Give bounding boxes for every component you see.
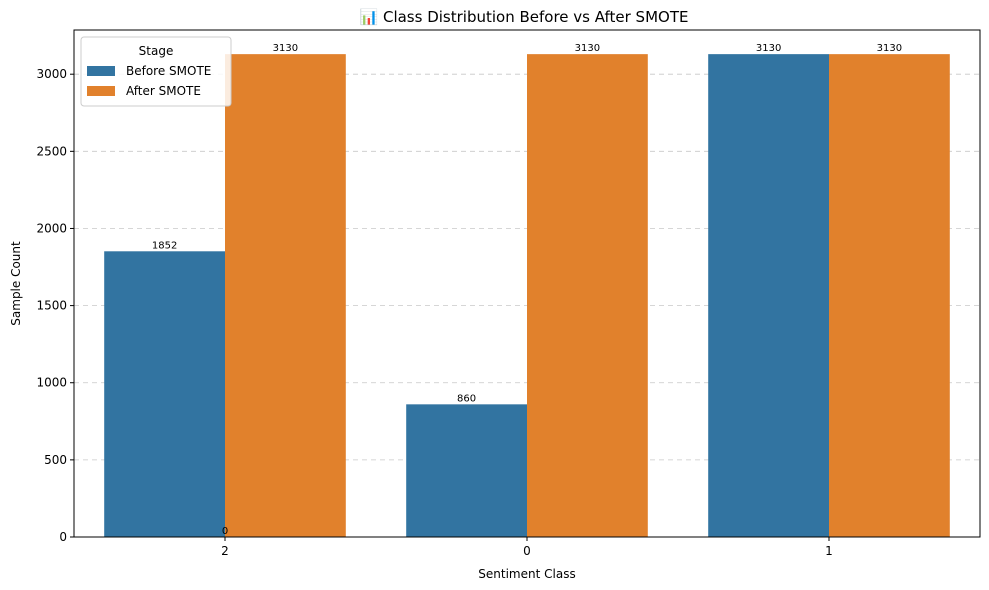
chart-title: 📊 Class Distribution Before vs After SMO… [360,8,689,26]
legend: Stage Before SMOTE After SMOTE [80,36,232,107]
bar-labels: 1852 3130 860 3130 3130 3130 0 [152,43,902,537]
bar-before-smote [406,404,527,537]
x-tick-label: 0 [523,544,531,558]
y-tick-label: 500 [44,453,67,467]
bar-value-label: 3130 [273,43,298,54]
y-tick-label: 2000 [36,221,67,235]
legend-items: Before SMOTE After SMOTE [87,64,211,98]
legend-swatch [87,86,115,96]
y-axis-label: Sample Count [9,241,23,326]
zero-value-label: 0 [222,526,228,537]
legend-entry-label: After SMOTE [126,84,201,98]
bar-value-label: 860 [457,393,476,404]
y-tick-label: 1000 [36,376,67,390]
x-axis: 2 0 1 [221,537,833,558]
bar-before-smote [708,54,829,538]
bar-before-smote [104,251,225,537]
legend-swatch [87,66,115,76]
bar-after-smote [527,54,648,538]
bar-value-label: 1852 [152,240,177,251]
y-tick-label: 1500 [36,299,67,313]
bars [104,54,950,538]
bar-after-smote [225,54,346,538]
bar-value-label: 3130 [756,43,781,54]
x-tick-label: 2 [221,544,229,558]
y-tick-label: 2500 [36,144,67,158]
legend-entry-label: Before SMOTE [126,64,211,78]
legend-title: Stage [139,44,174,58]
y-tick-label: 0 [59,530,67,544]
legend-box [80,36,232,107]
bar-value-label: 3130 [877,43,902,54]
bar-value-label: 3130 [575,43,600,54]
x-axis-label: Sentiment Class [478,567,575,581]
x-tick-label: 1 [825,544,833,558]
bar-after-smote [829,54,950,538]
y-tick-label: 3000 [36,67,67,81]
y-axis: 0 500 1000 1500 2000 2500 3000 [36,67,74,544]
